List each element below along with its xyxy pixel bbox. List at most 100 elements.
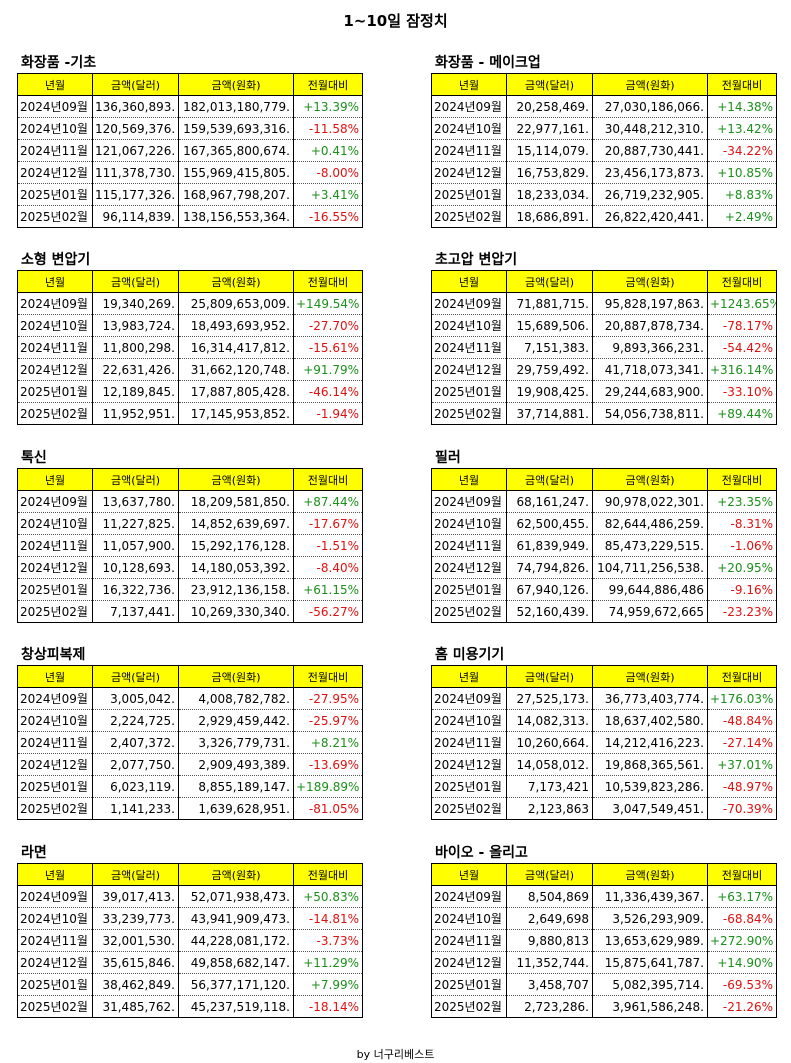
table-row: 2024년09월 13,637,780. 18,209,581,850. +87.44…	[17, 490, 363, 513]
month-cell: 2024년10월	[17, 117, 93, 140]
table-title: 홈 미용기기	[435, 647, 505, 663]
column-header: 금액(원화)	[592, 468, 708, 491]
month-cell: 2024년12월	[17, 161, 93, 184]
usd-amount-cell: 13,637,780.	[92, 490, 179, 513]
column-header: 전월대비	[707, 665, 777, 688]
table-header-row: 년월 금액(달러) 금액(원화) 전월대비	[431, 468, 777, 491]
table-row: 2024년10월 14,082,313. 18,637,402,580. -48.84…	[431, 709, 777, 732]
month-cell: 2025년02월	[431, 995, 507, 1018]
column-header: 금액(달러)	[92, 665, 179, 688]
krw-amount-cell: 168,967,798,207.	[178, 183, 294, 206]
page-title: 1~10일 잠정치	[343, 12, 448, 30]
column-header: 금액(원화)	[178, 665, 294, 688]
mom-change-cell: -68.84%	[707, 907, 777, 930]
month-cell: 2024년09월	[431, 292, 507, 315]
table-row: 2024년12월 16,753,829. 23,456,173,873. +10.85…	[431, 161, 777, 184]
column-header: 금액(달러)	[506, 468, 593, 491]
usd-amount-cell: 2,123,863	[506, 797, 593, 820]
month-cell: 2024년11월	[431, 139, 507, 162]
month-cell: 2024년12월	[17, 753, 93, 776]
table-block-9: 라면 년월 금액(달러) 금액(원화) 전월대비 2024년09월 39,017,413. 5…	[17, 843, 363, 1018]
usd-amount-cell: 27,525,173.	[506, 687, 593, 710]
column-header: 년월	[431, 73, 507, 96]
mom-change-cell: -25.97%	[293, 709, 363, 732]
table-row: 2024년10월 22,977,161. 30,448,212,310. +13.42…	[431, 117, 777, 140]
krw-amount-cell: 3,961,586,248.	[592, 995, 708, 1018]
krw-amount-cell: 14,212,416,223.	[592, 731, 708, 754]
usd-amount-cell: 61,839,949.	[506, 534, 593, 557]
mom-change-cell: +2.49%	[707, 205, 777, 228]
mom-change-cell: +20.95%	[707, 556, 777, 579]
krw-amount-cell: 26,719,232,905.	[592, 183, 708, 206]
month-cell: 2024년10월	[17, 709, 93, 732]
mom-change-cell: -13.69%	[293, 753, 363, 776]
column-header: 전월대비	[707, 863, 777, 886]
mom-change-cell: -69.53%	[707, 973, 777, 996]
table-title: 필러	[435, 450, 461, 466]
footer-credit: by 너구리베스트	[356, 1048, 435, 1061]
mom-change-cell: -70.39%	[707, 797, 777, 820]
krw-amount-cell: 5,082,395,714.	[592, 973, 708, 996]
krw-amount-cell: 30,448,212,310.	[592, 117, 708, 140]
mom-change-cell: -27.70%	[293, 314, 363, 337]
month-cell: 2025년02월	[17, 600, 93, 623]
usd-amount-cell: 33,239,773.	[92, 907, 179, 930]
krw-amount-cell: 1,639,628,951.	[178, 797, 294, 820]
krw-amount-cell: 95,828,197,863.	[592, 292, 708, 315]
usd-amount-cell: 74,794,826.	[506, 556, 593, 579]
usd-amount-cell: 31,485,762.	[92, 995, 179, 1018]
table-row: 2024년09월 39,017,413. 52,071,938,473. +50.83…	[17, 885, 363, 908]
krw-amount-cell: 18,637,402,580.	[592, 709, 708, 732]
krw-amount-cell: 20,887,730,441.	[592, 139, 708, 162]
usd-amount-cell: 7,151,383.	[506, 336, 593, 359]
mom-change-cell: +8.21%	[293, 731, 363, 754]
month-cell: 2024년10월	[431, 314, 507, 337]
mom-change-cell: +8.83%	[707, 183, 777, 206]
table-row: 2024년11월 32,001,530. 44,228,081,172. -3.73%	[17, 929, 363, 952]
column-header: 금액(달러)	[92, 863, 179, 886]
month-cell: 2025년02월	[17, 995, 93, 1018]
mom-change-cell: -16.55%	[293, 205, 363, 228]
table-row: 2024년12월 11,352,744. 15,875,641,787. +14.90…	[431, 951, 777, 974]
usd-amount-cell: 2,407,372.	[92, 731, 179, 754]
krw-amount-cell: 27,030,186,066.	[592, 95, 708, 118]
table-row: 2024년09월 8,504,869 11,336,439,367. +63.17%	[431, 885, 777, 908]
mom-change-cell: +176.03%	[707, 687, 777, 710]
table-row: 2025년02월 31,485,762. 45,237,519,118. -18.14…	[17, 995, 363, 1018]
table-row: 2025년01월 3,458,707 5,082,395,714. -69.53%	[431, 973, 777, 996]
month-cell: 2024년10월	[17, 314, 93, 337]
table-block-1: 화장품 -기초 년월 금액(달러) 금액(원화) 전월대비 2024년09월 136,360…	[17, 53, 363, 228]
krw-amount-cell: 23,456,173,873.	[592, 161, 708, 184]
krw-amount-cell: 74,959,672,665	[592, 600, 708, 623]
mom-change-cell: -8.40%	[293, 556, 363, 579]
mom-change-cell: -56.27%	[293, 600, 363, 623]
krw-amount-cell: 9,893,366,231.	[592, 336, 708, 359]
krw-amount-cell: 11,336,439,367.	[592, 885, 708, 908]
mom-change-cell: -11.58%	[293, 117, 363, 140]
column-header: 전월대비	[707, 270, 777, 293]
usd-amount-cell: 38,462,849.	[92, 973, 179, 996]
table-row: 2025년01월 19,908,425. 29,244,683,900. -33.10…	[431, 380, 777, 403]
table-row: 2025년02월 11,952,951. 17,145,953,852. -1.94%	[17, 402, 363, 425]
month-cell: 2024년09월	[17, 292, 93, 315]
data-table: 년월 금액(달러) 금액(원화) 전월대비 2024년09월 20,258,469. 27,…	[431, 73, 777, 228]
table-row: 2025년02월 52,160,439. 74,959,672,665 -23.23%	[431, 600, 777, 623]
table-row: 2025년01월 18,233,034. 26,719,232,905. +8.83%	[431, 183, 777, 206]
table-row: 2024년12월 22,631,426. 31,662,120,748. +91.79…	[17, 358, 363, 381]
table-row: 2024년09월 71,881,715. 95,828,197,863. +1243.…	[431, 292, 777, 315]
mom-change-cell: +7.99%	[293, 973, 363, 996]
usd-amount-cell: 14,082,313.	[506, 709, 593, 732]
mom-change-cell: -81.05%	[293, 797, 363, 820]
mom-change-cell: +14.38%	[707, 95, 777, 118]
table-header-row: 년월 금액(달러) 금액(원화) 전월대비	[431, 665, 777, 688]
month-cell: 2025년01월	[17, 183, 93, 206]
usd-amount-cell: 11,227,825.	[92, 512, 179, 535]
column-header: 전월대비	[707, 73, 777, 96]
krw-amount-cell: 104,711,256,538.	[592, 556, 708, 579]
month-cell: 2024년11월	[17, 534, 93, 557]
usd-amount-cell: 16,753,829.	[506, 161, 593, 184]
month-cell: 2025년02월	[431, 402, 507, 425]
krw-amount-cell: 10,539,823,286.	[592, 775, 708, 798]
krw-amount-cell: 155,969,415,805.	[178, 161, 294, 184]
krw-amount-cell: 43,941,909,473.	[178, 907, 294, 930]
